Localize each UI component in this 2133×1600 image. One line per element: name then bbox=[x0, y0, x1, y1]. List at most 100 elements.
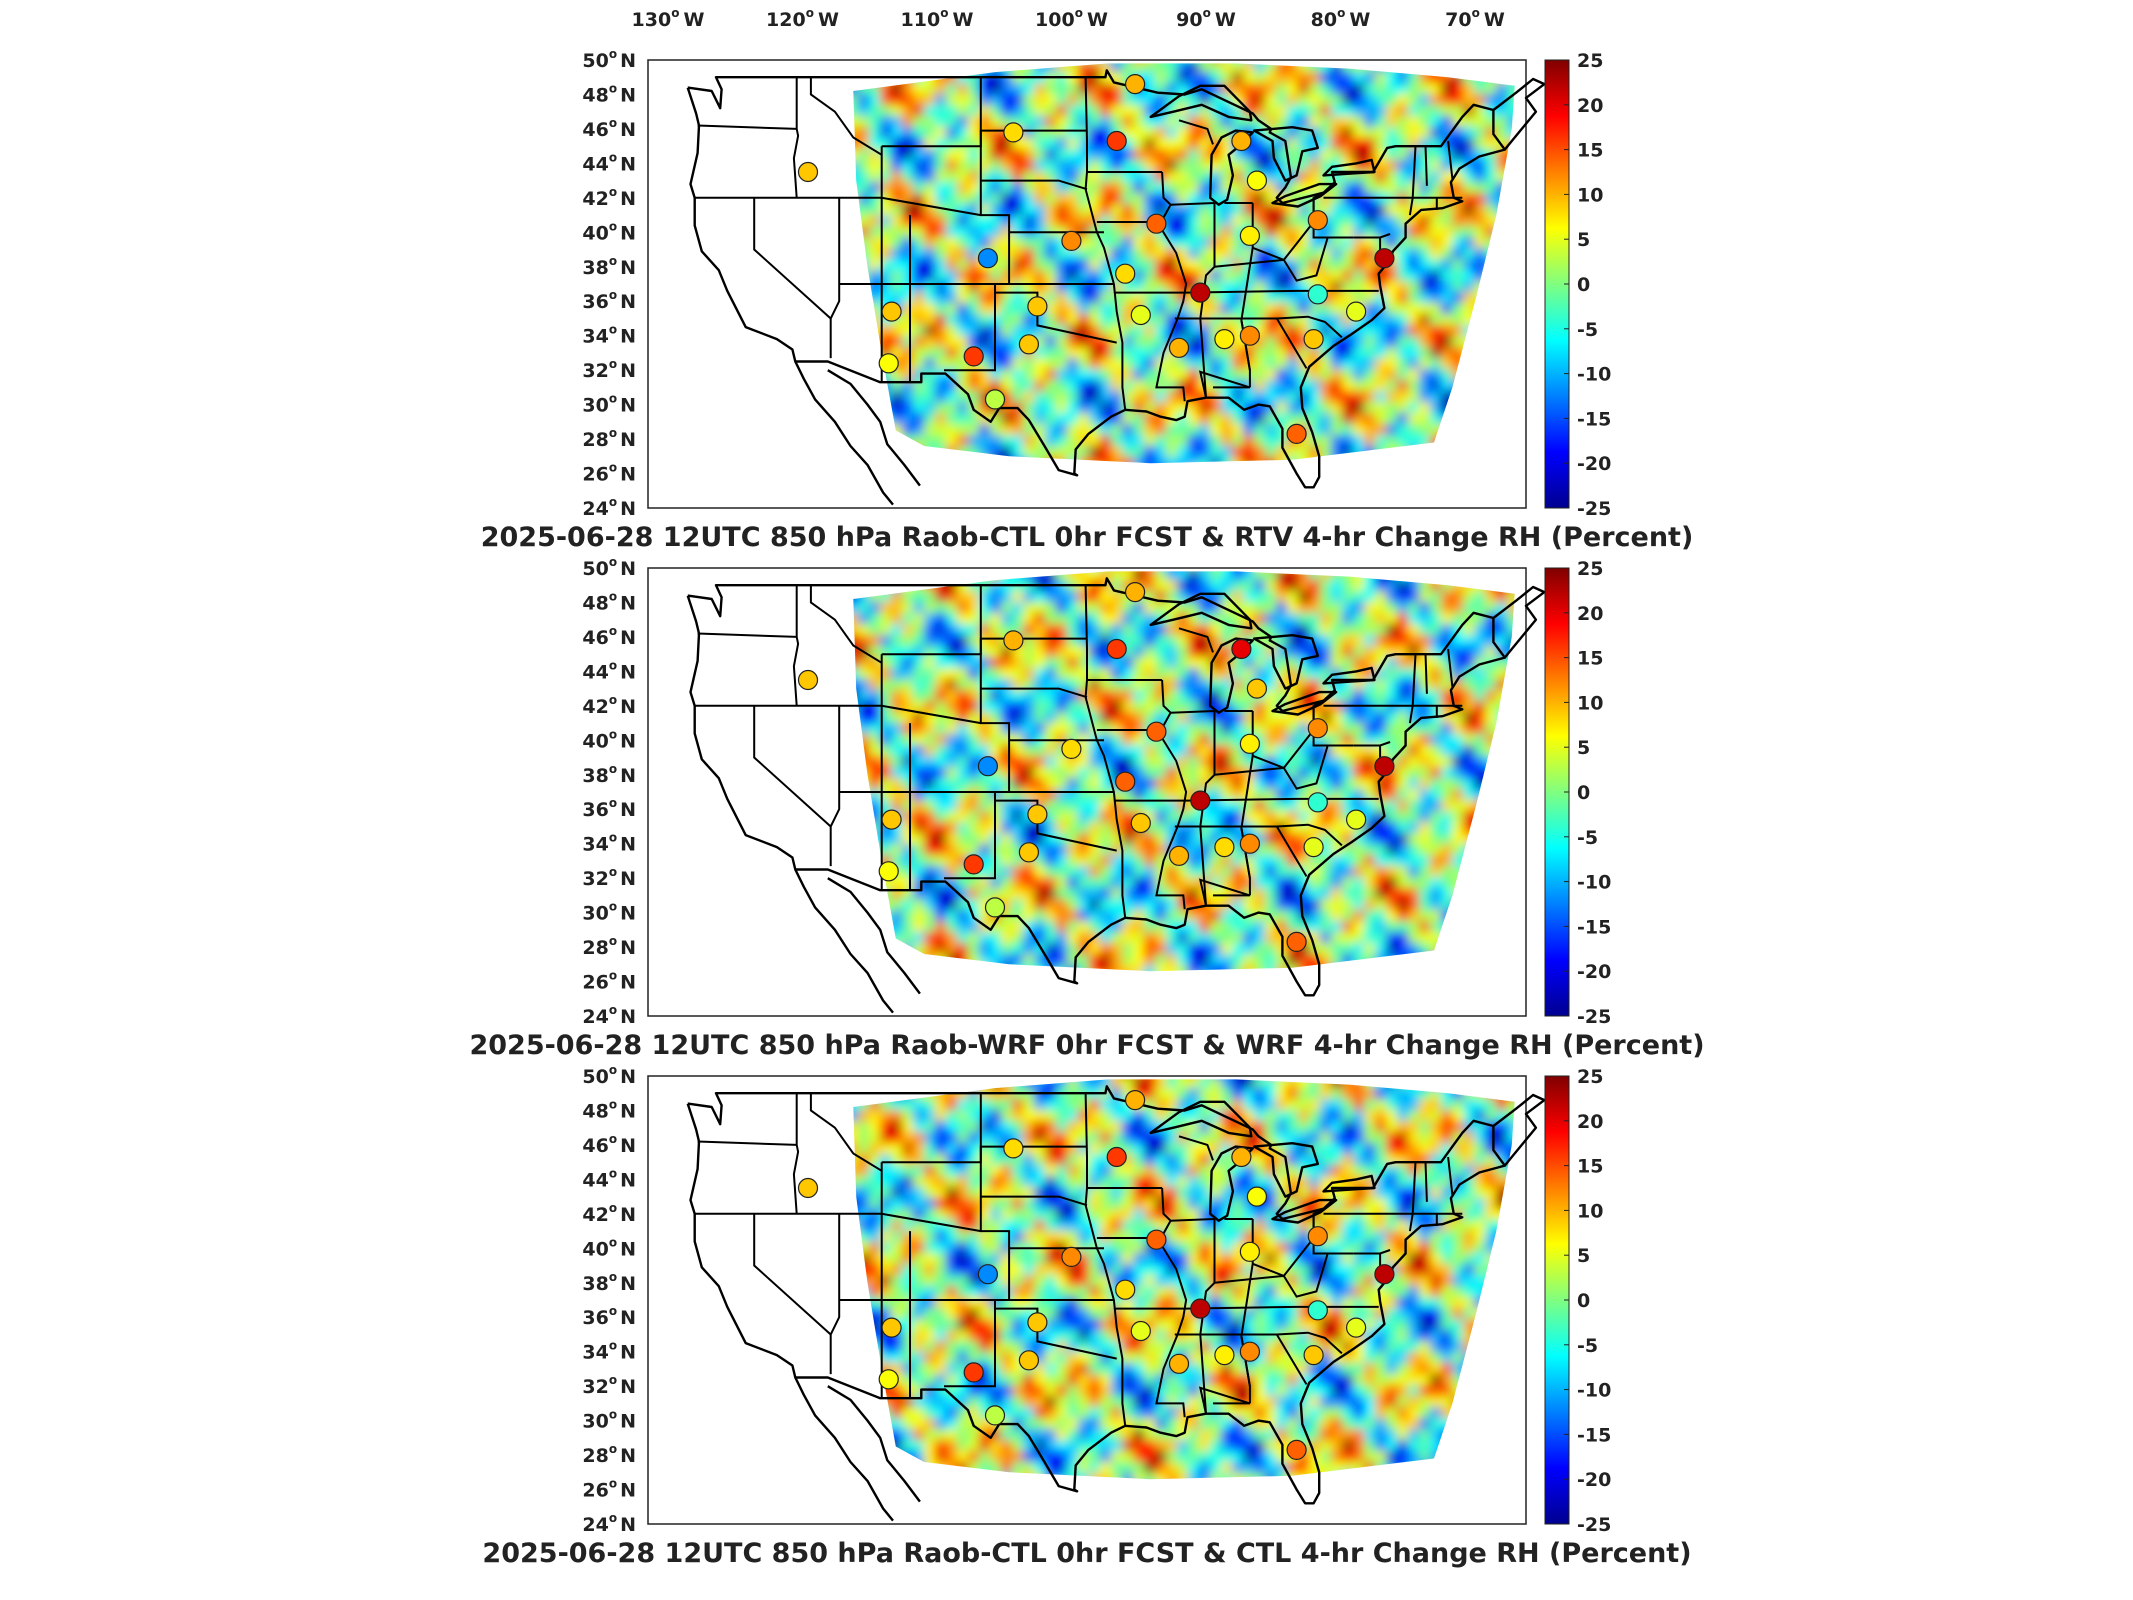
raob-station-marker bbox=[1345, 1317, 1367, 1338]
raob-station-marker bbox=[1168, 845, 1190, 866]
raob-stations bbox=[797, 581, 1395, 953]
lon-label-70: 70o W bbox=[1445, 6, 1505, 31]
colorbar-tick-label: -5 bbox=[1577, 827, 1598, 849]
lon-label-100: 100o W bbox=[1035, 6, 1108, 31]
lat-label-38: 38o N bbox=[582, 1270, 636, 1295]
raob-station-marker bbox=[1061, 230, 1082, 251]
lat-label-34: 34o N bbox=[582, 1339, 636, 1364]
lat-label-44: 44o N bbox=[582, 150, 636, 175]
raob-station-marker bbox=[1106, 130, 1127, 152]
colorbar-tick-label: 10 bbox=[1577, 1200, 1603, 1222]
colorbar-tick-label: 0 bbox=[1577, 782, 1590, 804]
raob-station-marker bbox=[977, 248, 999, 269]
raob-station-marker bbox=[1003, 122, 1024, 143]
colorbar-tick-label: -5 bbox=[1577, 319, 1598, 341]
lat-label-46: 46o N bbox=[582, 624, 636, 649]
lat-label-48: 48o N bbox=[582, 590, 636, 615]
raob-station-marker bbox=[1239, 733, 1261, 754]
lat-label-30: 30o N bbox=[582, 392, 636, 417]
lat-label-24: 24o N bbox=[582, 1511, 636, 1536]
colorbar-tick-label: -10 bbox=[1577, 364, 1611, 386]
raob-station-marker bbox=[1027, 804, 1048, 825]
raob-station-marker bbox=[1214, 329, 1235, 350]
colorbar-tick-label: -15 bbox=[1577, 1424, 1611, 1446]
lat-label-26: 26o N bbox=[582, 1477, 636, 1502]
panel-title: 2025-06-28 12UTC 850 hPa Raob-CTL 0hr FC… bbox=[482, 1538, 1691, 1569]
raob-station-marker bbox=[1115, 771, 1136, 792]
longitude-axis-labels: 130o W 120o W 110o W 100o W 90o W 80o W 70o W bbox=[632, 6, 1505, 31]
raob-station-marker bbox=[1106, 1146, 1127, 1168]
raob-station-marker bbox=[963, 346, 984, 367]
colorbar-tick-label: 5 bbox=[1577, 1245, 1590, 1267]
colorbar-tick-label: -15 bbox=[1577, 916, 1611, 938]
lat-label-28: 28o N bbox=[582, 1442, 636, 1467]
raob-station-marker bbox=[881, 809, 902, 830]
map-frame bbox=[647, 567, 1527, 1017]
raob-station-marker bbox=[1214, 836, 1235, 858]
colorbar: 25 20 15 10 5 0 -5 -10 -15 -20 -25 bbox=[1544, 1066, 1611, 1536]
raob-station-marker bbox=[881, 301, 902, 322]
raob-station-marker bbox=[1190, 1298, 1211, 1319]
lat-label-46: 46o N bbox=[582, 1132, 636, 1157]
colorbar-tick-label: 25 bbox=[1577, 558, 1603, 580]
colorbar-tick-label: 15 bbox=[1577, 648, 1603, 670]
lat-label-34: 34o N bbox=[582, 323, 636, 348]
raob-station-marker bbox=[984, 389, 1006, 410]
colorbar-tick-label: -20 bbox=[1577, 961, 1611, 983]
raob-station-marker bbox=[1231, 638, 1252, 660]
lon-label-130: 130o W bbox=[632, 6, 705, 31]
panel-title: 2025-06-28 12UTC 850 hPa Raob-WRF 0hr FC… bbox=[469, 1030, 1704, 1061]
lat-label-44: 44o N bbox=[582, 658, 636, 683]
lat-label-28: 28o N bbox=[582, 934, 636, 959]
latitude-axis-labels: 50o N 48o N 46o N 44o N 42o N 40o N 38o N 36o N 34o N 32o N… bbox=[582, 1063, 636, 1536]
colorbar-tick-label: -25 bbox=[1577, 1514, 1611, 1536]
raob-station-marker bbox=[984, 897, 1006, 918]
lat-label-50: 50o N bbox=[582, 555, 636, 580]
map-frame bbox=[647, 59, 1527, 509]
raob-station-marker bbox=[1239, 325, 1261, 346]
raob-station-marker bbox=[1303, 329, 1324, 350]
colorbar-tick-label: -25 bbox=[1577, 1006, 1611, 1028]
colorbar-tick-label: 5 bbox=[1577, 229, 1590, 251]
lat-label-24: 24o N bbox=[582, 495, 636, 520]
raob-station-marker bbox=[1307, 792, 1328, 813]
raob-station-marker bbox=[977, 756, 999, 777]
colorbar-tick-label: -10 bbox=[1577, 872, 1611, 894]
raob-station-marker bbox=[1374, 248, 1395, 269]
panel-title: 2025-06-28 12UTC 850 hPa Raob-CTL 0hr FC… bbox=[481, 522, 1694, 553]
colorbar-tick-label: -20 bbox=[1577, 453, 1611, 475]
lon-label-110: 110o W bbox=[901, 6, 974, 31]
rh-change-field bbox=[853, 1079, 1515, 1480]
lat-label-46: 46o N bbox=[582, 116, 636, 141]
raob-station-marker bbox=[881, 1317, 902, 1338]
lon-label-90: 90o W bbox=[1176, 6, 1236, 31]
raob-station-marker bbox=[878, 861, 899, 882]
raob-station-marker bbox=[1130, 1320, 1151, 1342]
lon-label-120: 120o W bbox=[766, 6, 839, 31]
colorbar-tick-label: -15 bbox=[1577, 408, 1611, 430]
raob-station-marker bbox=[1061, 738, 1082, 760]
colorbar-tick-label: 10 bbox=[1577, 184, 1603, 206]
lat-label-48: 48o N bbox=[582, 1098, 636, 1123]
raob-station-marker bbox=[1018, 1350, 1040, 1371]
latitude-axis-labels: 50o N 48o N 46o N 44o N 42o N 40o N 38o N 36o N 34o N 32o N… bbox=[582, 555, 636, 1028]
colorbar-tick-label: 25 bbox=[1577, 50, 1603, 72]
raob-station-marker bbox=[1130, 304, 1151, 326]
latitude-axis-labels: 50o N 48o N 46o N 44o N 42o N 40o N 38o N 36o N 34o N 32o N… bbox=[582, 47, 636, 520]
raob-station-marker bbox=[797, 1177, 819, 1199]
raob-station-marker bbox=[1003, 1138, 1024, 1159]
raob-station-marker bbox=[1239, 1241, 1261, 1262]
raob-station-marker bbox=[1374, 756, 1395, 777]
lat-label-50: 50o N bbox=[582, 47, 636, 72]
lat-label-50: 50o N bbox=[582, 1063, 636, 1088]
colorbar-tick-label: 25 bbox=[1577, 1066, 1603, 1088]
colorbar-tick-label: 0 bbox=[1577, 1290, 1590, 1312]
raob-station-marker bbox=[1124, 581, 1146, 603]
colorbar-tick-label: -5 bbox=[1577, 1335, 1598, 1357]
lat-label-36: 36o N bbox=[582, 288, 636, 313]
colorbar-tick-label: 20 bbox=[1577, 95, 1603, 117]
lat-label-24: 24o N bbox=[582, 1003, 636, 1028]
raob-station-marker bbox=[1286, 931, 1307, 953]
map-panels: 50o N 48o N 46o N 44o N 42o N 40o N 38o N 36o N 34o N 32o N… bbox=[469, 47, 1704, 1569]
lat-label-48: 48o N bbox=[582, 82, 636, 107]
